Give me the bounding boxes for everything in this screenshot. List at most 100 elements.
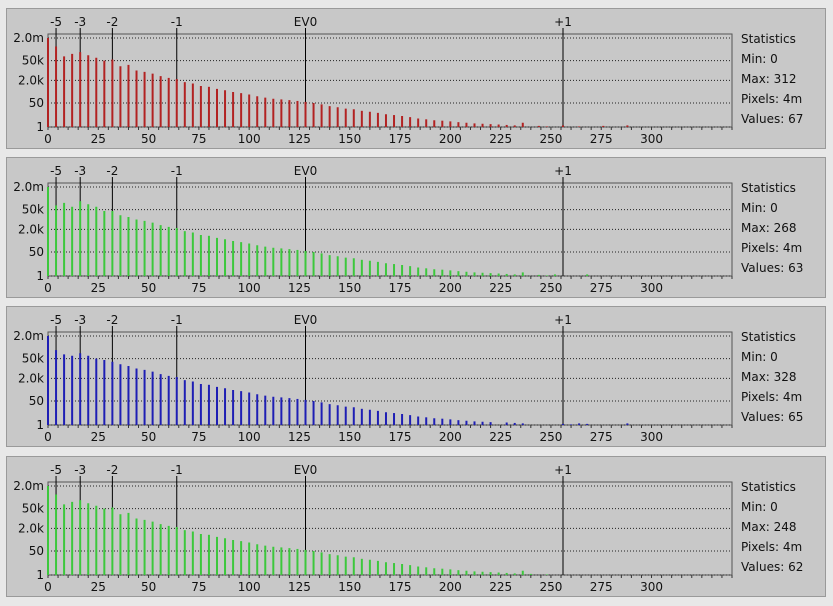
stats-title: Statistics [741,330,796,344]
x-tick-label: 25 [91,281,106,295]
y-tick-label: 2.0k [18,73,44,87]
x-tick-label: 100 [238,281,261,295]
stats-values: Values: 63 [741,261,804,275]
x-tick-label: 250 [539,132,562,146]
x-tick-label: 50 [141,580,156,594]
ev-marker-label: -5 [50,463,62,477]
x-tick-label: 0 [44,580,52,594]
stats-max: Max: 268 [741,221,797,235]
x-tick-label: 125 [288,132,311,146]
x-tick-label: 75 [191,281,206,295]
x-tick-label: 50 [141,281,156,295]
y-tick-label: 2.0m [13,329,44,343]
x-tick-label: 300 [640,281,663,295]
ev-marker-label: -3 [74,15,86,29]
y-tick-label: 50 [29,96,44,110]
ev-marker-label: -2 [106,463,118,477]
x-tick-label: 100 [238,430,261,444]
x-tick-label: 225 [489,430,512,444]
ev-marker-label: EV0 [294,463,317,477]
x-tick-label: 300 [640,580,663,594]
x-tick-label: 200 [439,430,462,444]
stats-min: Min: 0 [741,52,778,66]
stats-pixels: Pixels: 4m [741,92,803,106]
y-tick-label: 50 [29,394,44,408]
ev-marker-label: -3 [74,463,86,477]
ev-marker-label: -1 [171,15,183,29]
y-tick-label: 2.0m [13,31,44,45]
x-tick-label: 200 [439,281,462,295]
stats-pixels: Pixels: 4m [741,241,803,255]
x-tick-label: 125 [288,281,311,295]
y-tick-label: 50 [29,245,44,259]
ev-marker-label: -2 [106,164,118,178]
x-tick-label: 75 [191,580,206,594]
histogram-panel-luminance: 2.0m 50k 2.0k 50 1 -5 -3 -2 -1 EV0 +1 0 25 50 75 100 125… [6,456,826,597]
y-tick-label: 50k [22,502,44,516]
x-tick-label: 100 [238,580,261,594]
x-tick-label: 275 [590,132,613,146]
ev-marker-label: -5 [50,313,62,327]
x-tick-label: 175 [389,430,412,444]
stats-max: Max: 312 [741,72,797,86]
y-tick-label: 1 [36,120,44,134]
y-tick-label: 2.0k [18,371,44,385]
x-tick-label: 125 [288,580,311,594]
stats-box-blue: Statistics Min: 0 Max: 328 Pixels: 4m Va… [741,327,825,427]
x-tick-label: 225 [489,132,512,146]
ev-marker-label: +1 [554,15,572,29]
stats-pixels: Pixels: 4m [741,390,803,404]
y-tick-label: 50k [22,352,44,366]
ev-marker-label: -2 [106,15,118,29]
ev-marker-label: -3 [74,313,86,327]
stats-box-red: Statistics Min: 0 Max: 312 Pixels: 4m Va… [741,29,825,129]
x-tick-label: 0 [44,281,52,295]
stats-max: Max: 328 [741,370,797,384]
x-tick-label: 250 [539,281,562,295]
y-tick-label: 50k [22,54,44,68]
histogram-chart-red: 2.0m 50k 2.0k 50 1 -5 -3 -2 -1 EV0 +1 0 25 50 75 100 125… [13,15,733,146]
histogram-chart-luminance: 2.0m 50k 2.0k 50 1 -5 -3 -2 -1 EV0 +1 0 25 50 75 100 125… [13,463,733,594]
y-tick-label: 2.0m [13,479,44,493]
x-tick-label: 50 [141,132,156,146]
ev-marker-label: -1 [171,164,183,178]
stats-pixels: Pixels: 4m [741,540,803,554]
x-tick-label: 175 [389,580,412,594]
x-tick-label: 300 [640,430,663,444]
ev-marker-label: -1 [171,313,183,327]
x-tick-label: 275 [590,580,613,594]
histogram-panel-red: 2.0m 50k 2.0k 50 1 -5 -3 -2 -1 EV0 +1 0 25 50 75 100 125… [6,8,826,149]
stats-values: Values: 62 [741,560,804,574]
x-tick-label: 0 [44,430,52,444]
x-tick-label: 0 [44,132,52,146]
x-tick-label: 250 [539,430,562,444]
stats-values: Values: 67 [741,112,804,126]
stats-values: Values: 65 [741,410,804,424]
stats-min: Min: 0 [741,500,778,514]
stats-title: Statistics [741,32,796,46]
y-tick-label: 2.0k [18,521,44,535]
x-tick-label: 225 [489,281,512,295]
histogram-chart-blue: 2.0m 50k 2.0k 50 1 -5 -3 -2 -1 EV0 +1 0 25 50 75 100 125… [13,313,733,444]
x-tick-label: 75 [191,132,206,146]
stats-title: Statistics [741,181,796,195]
x-tick-label: 250 [539,580,562,594]
histogram-panel-green: 2.0m 50k 2.0k 50 1 -5 -3 -2 -1 EV0 +1 0 25 50 75 100 125… [6,157,826,298]
x-tick-label: 25 [91,580,106,594]
x-tick-label: 200 [439,580,462,594]
x-tick-label: 300 [640,132,663,146]
ev-marker-label: EV0 [294,313,317,327]
ev-marker-label: -3 [74,164,86,178]
histogram-chart-green: 2.0m 50k 2.0k 50 1 -5 -3 -2 -1 EV0 +1 0 25 50 75 100 125… [13,164,733,295]
y-tick-label: 1 [36,269,44,283]
x-tick-label: 25 [91,132,106,146]
ev-marker-label: EV0 [294,15,317,29]
x-tick-label: 50 [141,430,156,444]
ev-marker-label: -2 [106,313,118,327]
x-tick-label: 150 [338,580,361,594]
ev-marker-label: +1 [554,463,572,477]
x-tick-label: 275 [590,430,613,444]
ev-marker-label: -5 [50,164,62,178]
stats-box-green: Statistics Min: 0 Max: 268 Pixels: 4m Va… [741,178,825,278]
x-tick-label: 100 [238,132,261,146]
